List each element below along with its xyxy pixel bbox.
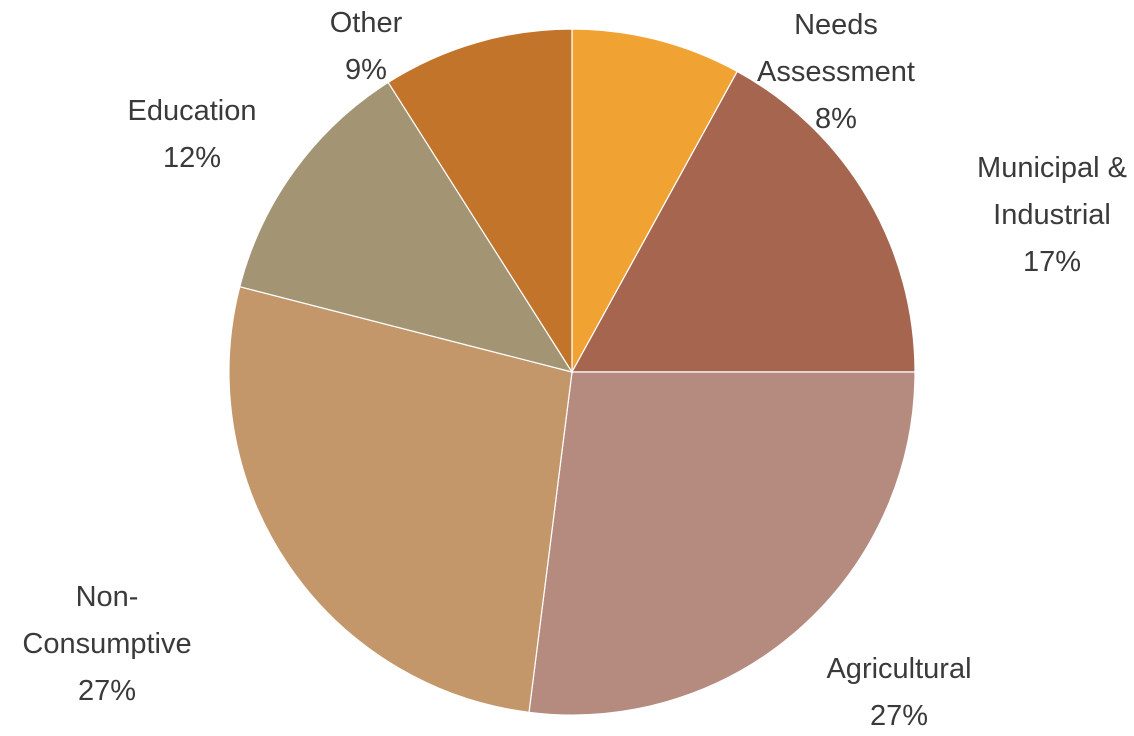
pie-label-education: Education 12% — [128, 95, 257, 174]
pie-label-line: Non- — [76, 581, 139, 613]
pie-slice-agricultural — [528, 371, 916, 716]
pie-label-percent: 9% — [345, 54, 387, 86]
pie-slice-education — [239, 81, 574, 373]
pie-slice-non-consumptive — [228, 285, 573, 713]
pie-label-other: Other 9% — [330, 7, 403, 86]
pie-label-percent: 27% — [870, 700, 928, 732]
pie-slice-needs-assessment — [571, 28, 739, 373]
pie-label-needs-assessment: Needs Assessment 8% — [757, 9, 915, 135]
pie-labels: Needs Assessment 8% Municipal & Industrial 17… — [22, 7, 1127, 732]
pie-label-line: Industrial — [993, 199, 1111, 231]
pie-slice-municipal-industrial — [570, 70, 916, 373]
pie-label-line: Agricultural — [826, 653, 971, 685]
pie-label-line: Municipal & — [977, 152, 1127, 184]
pie-label-line: Needs — [794, 9, 878, 41]
pie-label-line: Other — [330, 7, 403, 39]
pie-label-line: Consumptive — [22, 628, 191, 660]
pie-label-municipal-industrial: Municipal & Industrial 17% — [977, 152, 1127, 278]
pie-label-agricultural: Agricultural 27% — [826, 653, 971, 732]
pie-label-percent: 8% — [815, 103, 857, 135]
pie-slices — [228, 28, 916, 716]
pie-slice-other — [387, 28, 573, 375]
pie-label-percent: 17% — [1023, 246, 1081, 278]
pie-label-line: Education — [128, 95, 257, 127]
pie-label-percent: 27% — [78, 675, 136, 707]
pie-label-percent: 12% — [163, 142, 221, 174]
pie-label-line: Assessment — [757, 56, 915, 88]
pie-label-non-consumptive: Non- Consumptive 27% — [22, 581, 191, 707]
